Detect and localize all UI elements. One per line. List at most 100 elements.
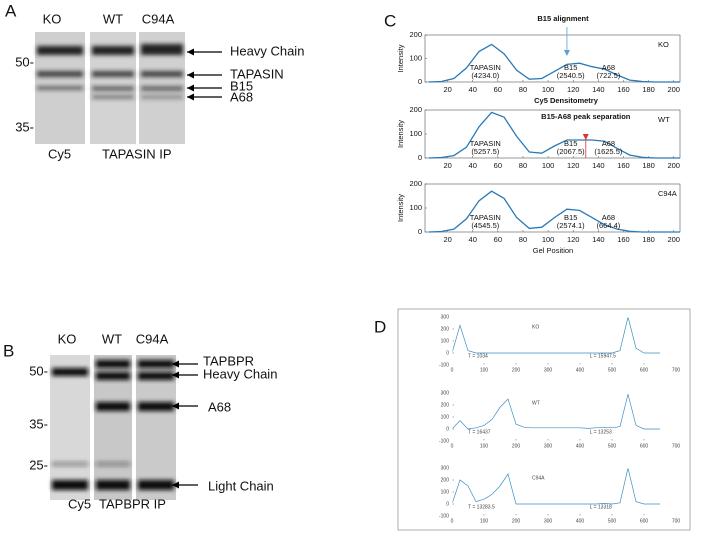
separation-arrow-head [582,134,589,140]
footer-label: Cy5 [48,146,71,161]
x-tick-label: 700 [672,367,681,373]
y-axis-label: Intensity [396,44,405,72]
y-tick-label: 100 [441,489,450,495]
l-label: L = 13253 [590,429,612,435]
x-tick-label: 400 [576,518,585,524]
y-tick-label: 100 [409,203,422,212]
marker-note: B15-A68 peak separation [541,112,631,121]
panel-letter: C [384,11,396,30]
x-tick-label: 0 [451,518,454,524]
x-tick-label: 140 [592,161,605,170]
y-tick-label: 300 [441,390,450,396]
density-line [451,467,660,505]
peak-area: (4234.0) [471,71,499,80]
lane-label: C94A [142,11,175,26]
y-tick-label: 300 [441,465,450,471]
arrow-head [187,71,194,79]
x-tick-label: 200 [512,518,521,524]
peak-area: (2574.1) [557,221,585,230]
x-tick-label: 300 [544,443,553,449]
y-tick-label: -100 [439,438,449,444]
t-label: T = 1034 [468,353,488,359]
footer-label: TAPBPR IP [99,496,166,511]
mw-label: 50- [29,363,48,378]
x-tick-label: 120 [567,235,580,244]
panel-letter: B [3,341,14,360]
peak-label: A68 [602,213,615,222]
mw-label: 25- [29,457,48,472]
plot-frame-clear [451,467,677,517]
peak-area: (2540.5) [557,71,585,80]
y-tick-label: 100 [409,53,422,62]
x-tick-label: 180 [642,161,655,170]
x-tick-label: 180 [642,235,655,244]
plot-frame [424,34,681,83]
y-tick-label: 100 [409,129,422,138]
x-tick-label: 400 [576,367,585,373]
lane-label: WT [102,331,122,346]
lane-label: C94A [136,331,169,346]
x-tick-label: 0 [451,443,454,449]
x-tick-label: 40 [469,85,477,94]
peak-area: (722.5) [597,71,621,80]
x-tick-label: 160 [617,161,630,170]
y-tick-label: 0 [446,501,449,507]
y-axis-label: Intensity [396,194,405,222]
mw-label: 35- [15,119,34,134]
panel-letter: D [374,317,386,336]
band-label: B15 [230,78,253,93]
x-tick-label: 200 [512,443,521,449]
x-tick-label: 120 [567,161,580,170]
gel-b [50,355,176,500]
density-line [428,190,680,233]
lane-label: KO [58,331,77,346]
plot-title: B15 alignment [537,14,589,23]
peak-area: (4545.5) [471,221,499,230]
sample-name: WT [658,115,670,124]
plot-frame [424,183,681,233]
sample-name: KO [532,324,539,330]
arrow-head [172,371,179,379]
x-tick-label: 120 [567,85,580,94]
x-tick-label: 600 [640,518,649,524]
footer-label: TAPASIN IP [102,146,172,161]
x-tick-label: 700 [672,443,681,449]
y-tick-label: 200 [441,477,450,483]
y-tick-label: 200 [441,326,450,332]
x-tick-label: 200 [512,367,521,373]
peak-area: (1625.5) [594,147,622,156]
x-tick-label: 20 [443,85,451,94]
panel-d-frame [397,308,691,531]
x-tick-label: 60 [494,235,502,244]
lane-label: WT [103,11,123,26]
band-label: Heavy Chain [230,43,304,58]
peak-label: A68 [602,63,615,72]
arrow-head [172,481,179,489]
peak-label: TAPASIN [470,139,501,148]
x-tick-label: 60 [494,161,502,170]
density-line [428,111,680,159]
x-tick-label: 200 [667,161,680,170]
peak-label: TAPASIN [470,63,501,72]
band-label: Heavy Chain [203,366,277,381]
y-tick-label: 200 [409,105,422,114]
x-tick-label: 0 [451,367,454,373]
y-tick-label: 0 [418,227,422,236]
peak-label: TAPASIN [470,213,501,222]
density-line [451,394,660,430]
l-label: L = 13318 [590,504,612,510]
y-tick-label: 0 [418,77,422,86]
sample-name: WT [532,400,540,406]
x-tick-label: 400 [576,443,585,449]
x-tick-label: 180 [642,85,655,94]
band-label: A68 [208,399,231,414]
mw-label: 35- [29,416,48,431]
x-tick-label: 40 [469,235,477,244]
y-tick-label: 300 [441,314,450,320]
panel-letter: A [5,1,17,20]
x-tick-label: 600 [640,443,649,449]
band-label: TAPBPR [203,353,254,368]
y-tick-label: 200 [409,30,422,39]
x-tick-label: 200 [667,235,680,244]
